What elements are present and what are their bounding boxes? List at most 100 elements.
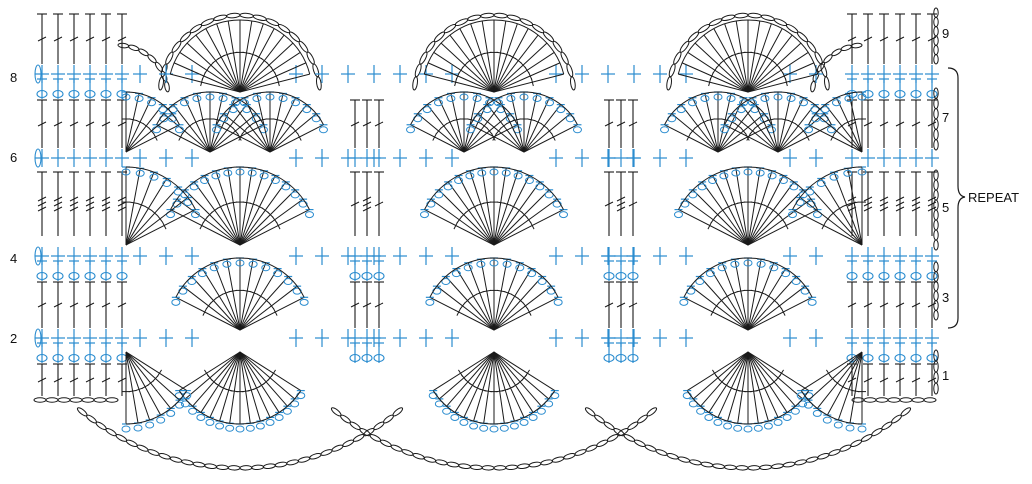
shell-fan-icon (767, 172, 777, 180)
chain-icon (933, 229, 939, 241)
double-crochet-icon (100, 353, 112, 363)
chain-icon (850, 439, 863, 448)
shell-fan-icon (493, 23, 518, 93)
double-crochet-icon (862, 353, 874, 363)
double-crochet-icon (362, 196, 372, 202)
double-crochet-icon (895, 206, 905, 212)
shell-fan-icon (426, 104, 465, 153)
shell-fan-icon (178, 390, 302, 425)
chain-icon (606, 434, 619, 442)
double-crochet-icon (101, 196, 111, 202)
chain-icon (828, 449, 841, 456)
shell-fan-icon (707, 221, 713, 230)
shell-fan-icon (125, 351, 188, 392)
shell-fan-icon (446, 119, 454, 125)
shell-fan-icon (424, 73, 495, 93)
shell-fan-icon (125, 124, 180, 153)
chain-icon (923, 397, 937, 403)
shell-fan-icon (747, 351, 788, 413)
shell-fan-icon (121, 168, 131, 176)
shell-fan-icon (239, 351, 251, 424)
shell-fan-icon (235, 425, 245, 433)
shell-fan-icon (156, 416, 166, 424)
shell-fan-icon (523, 104, 562, 153)
double-crochet-icon (69, 201, 79, 207)
shell-fan-icon (193, 181, 241, 246)
shell-fan-icon (211, 172, 221, 180)
shell-fan-icon (125, 186, 179, 246)
double-crochet-icon (926, 353, 938, 363)
shell-fan-icon (743, 168, 753, 176)
chain-icon (93, 397, 107, 403)
shell-fan-icon (747, 42, 802, 93)
shell-fan-icon (517, 297, 524, 304)
shell-fan-icon (556, 106, 566, 114)
shell-fan-icon (227, 167, 241, 246)
shell-fan-icon (523, 97, 550, 153)
shell-fan-icon (493, 276, 543, 331)
shell-fan-icon (242, 201, 251, 204)
double-crochet-icon (863, 196, 873, 202)
chain-icon (860, 434, 873, 442)
shell-fan-icon (493, 351, 525, 418)
shell-fan-icon (786, 94, 796, 102)
shell-fan-icon (857, 93, 867, 101)
shell-fan-icon (463, 93, 478, 153)
shell-fan-icon (745, 133, 750, 141)
double-crochet-icon (911, 201, 921, 207)
shell-fan-icon (235, 259, 245, 267)
double-crochet-icon (85, 121, 95, 127)
shell-fan-icon (432, 287, 442, 295)
shell-fan-icon (845, 424, 855, 432)
shell-fan-icon (465, 207, 473, 214)
chain-icon (469, 464, 483, 471)
shell-fan-icon (747, 351, 810, 392)
shell-fan-icon (506, 94, 516, 102)
shell-fan-icon (735, 20, 749, 93)
shell-fan-icon (161, 221, 167, 230)
double-crochet-icon (911, 302, 921, 308)
shell-fan-icon (723, 422, 733, 430)
shell-fan-icon (794, 123, 802, 129)
chain-icon (785, 23, 799, 34)
shell-fan-icon (482, 106, 492, 114)
shell-fan-icon (190, 211, 200, 219)
shell-fan-icon (849, 351, 863, 424)
shell-fan-icon (435, 127, 442, 135)
shell-fan-icon (546, 127, 553, 135)
chain-icon (76, 407, 88, 417)
shell-fan-icon (173, 62, 241, 93)
shell-fan-icon (532, 94, 542, 102)
shell-fan-icon (175, 401, 185, 409)
chain-icon (401, 449, 414, 456)
chain-icon (115, 434, 128, 442)
black-stitch-layer (37, 13, 937, 396)
chain-icon (128, 44, 140, 52)
shell-fan-icon (125, 91, 180, 125)
shell-fan-icon (440, 42, 495, 93)
shell-fan-icon (205, 28, 241, 93)
shell-fan-icon (713, 302, 720, 310)
shell-fan-icon (805, 188, 815, 196)
double-crochet-icon (361, 271, 373, 281)
shell-fan-icon (493, 209, 564, 246)
shell-fan-icon (807, 298, 817, 306)
chain-icon (911, 397, 925, 403)
shell-fan-icon (727, 351, 749, 422)
shell-fan-icon (261, 264, 271, 272)
shell-fan-icon (700, 94, 710, 102)
double-crochet-icon (101, 121, 111, 127)
shell-fan-icon (831, 99, 841, 107)
double-crochet-icon (37, 36, 47, 42)
shell-fan-icon (480, 123, 488, 129)
shell-fan-icon (215, 293, 223, 299)
shell-fan-icon (677, 19, 819, 75)
shell-fan-icon (750, 201, 759, 204)
shell-fan-icon (475, 291, 484, 295)
shell-fan-icon (781, 270, 791, 278)
shell-fan-icon (454, 351, 495, 413)
shell-fan-icon (406, 126, 416, 134)
shell-fan-icon (803, 401, 813, 409)
shell-fan-icon (747, 209, 818, 246)
shell-fan-icon (239, 209, 310, 246)
